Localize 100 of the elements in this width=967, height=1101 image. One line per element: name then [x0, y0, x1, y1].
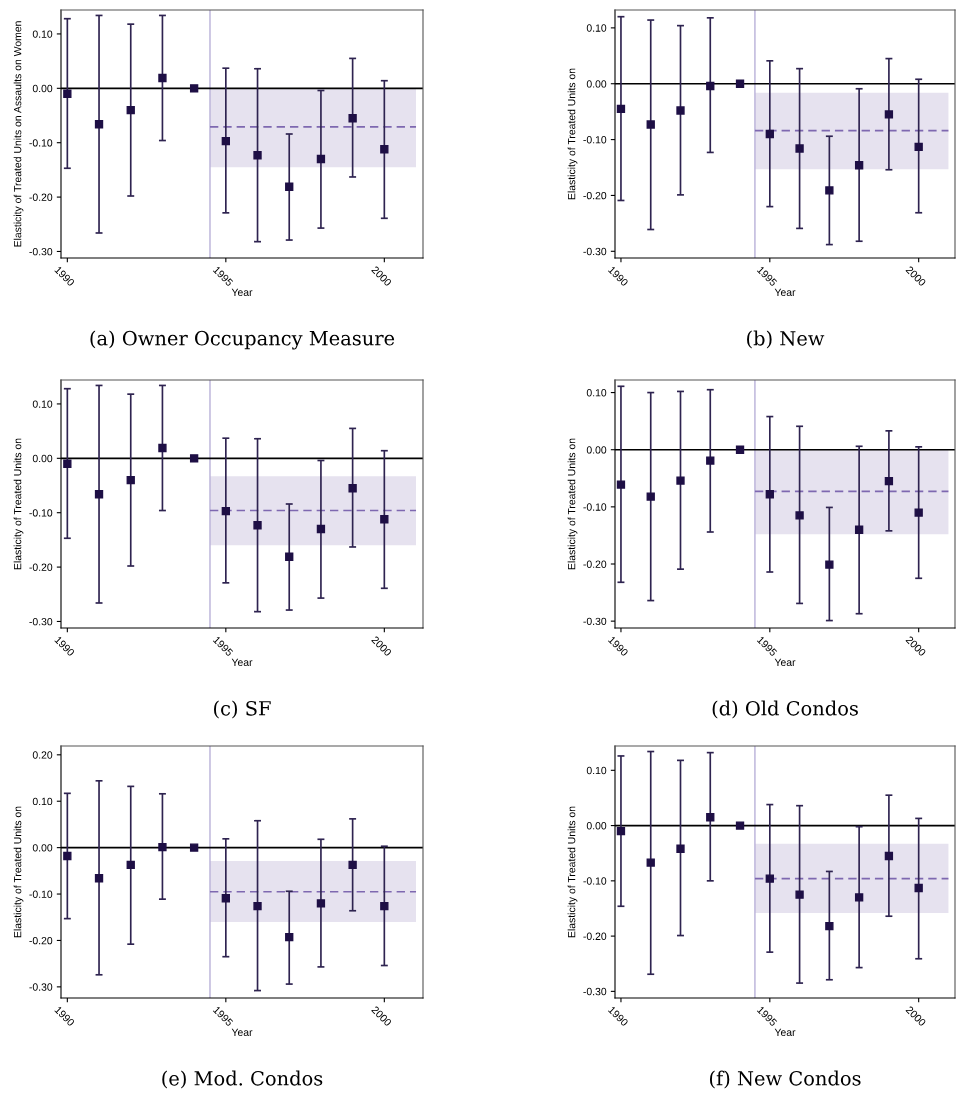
text: (e) Mod. Condos	[162, 1070, 323, 1089]
point	[158, 843, 167, 852]
point	[285, 182, 294, 191]
y-tick-label: 0.10	[32, 797, 53, 806]
point	[676, 106, 685, 115]
point	[884, 110, 894, 119]
point	[825, 560, 834, 569]
point	[189, 454, 199, 463]
point	[706, 456, 715, 465]
point	[765, 129, 774, 139]
y-tick-label: -0.30	[29, 247, 53, 256]
text: (f) New Condos	[709, 1070, 861, 1089]
y-axis-title: Elasticity of Treated Units on	[567, 438, 578, 570]
text: (a) Owner Occupancy Measure	[90, 330, 395, 350]
point	[189, 843, 199, 852]
point	[253, 151, 262, 160]
point	[825, 186, 834, 195]
point	[316, 524, 326, 534]
point	[63, 459, 72, 468]
text: (d) Old Condos	[712, 700, 858, 719]
point	[94, 490, 104, 499]
x-axis-title: Year	[774, 288, 796, 296]
y-tick-label: -0.10	[583, 877, 607, 885]
point	[646, 492, 655, 501]
x-axis-title: Year	[231, 1028, 253, 1036]
y-tick-label: 0.00	[32, 84, 53, 93]
x-axis-title: Year	[231, 288, 253, 296]
point	[854, 893, 864, 902]
point	[854, 525, 864, 534]
point	[380, 145, 389, 154]
point	[914, 508, 923, 517]
point	[348, 484, 357, 493]
y-tick-label: 0.10	[586, 389, 607, 397]
point	[646, 120, 655, 129]
y-tick-label: -0.20	[29, 936, 53, 945]
point	[316, 154, 326, 164]
y-tick-label: -0.20	[29, 193, 53, 201]
y-axis-title: Elasticity of Treated Units on	[13, 438, 24, 570]
point	[706, 813, 715, 822]
point	[676, 476, 685, 485]
y-tick-label: -0.20	[29, 563, 53, 571]
point	[795, 511, 804, 520]
y-tick-label: 0.20	[32, 751, 53, 759]
point	[735, 79, 745, 88]
point	[616, 480, 626, 489]
point	[158, 73, 167, 83]
point	[253, 901, 262, 911]
point	[380, 901, 389, 911]
point	[126, 860, 135, 869]
y-tick-label: 0.00	[586, 446, 607, 454]
text: (c) SF	[214, 700, 271, 719]
point	[126, 105, 135, 115]
y-tick-label: -0.10	[29, 509, 53, 517]
y-tick-label: 0.00	[32, 844, 53, 852]
point	[735, 821, 745, 830]
y-tick-label: -0.30	[583, 987, 607, 996]
point	[914, 883, 923, 893]
y-tick-label: 0.00	[586, 80, 607, 88]
y-tick-label: -0.20	[583, 191, 607, 200]
point	[348, 114, 357, 123]
y-tick-label: -0.10	[29, 890, 53, 898]
y-tick-label: -0.20	[583, 932, 607, 940]
point	[735, 445, 745, 454]
point	[884, 476, 894, 486]
point	[158, 443, 167, 453]
point	[285, 552, 294, 561]
point	[884, 851, 894, 861]
y-tick-label: -0.10	[29, 139, 53, 147]
point	[221, 136, 231, 146]
y-axis-title: Elasticity of Treated Units on	[13, 806, 24, 938]
x-axis-title: Year	[231, 658, 253, 666]
y-tick-label: 0.00	[586, 822, 607, 830]
point	[646, 858, 655, 867]
point	[94, 874, 104, 883]
y-tick-label: -0.20	[583, 560, 607, 568]
y-axis-title: Elasticity of Treated Units on	[567, 806, 578, 938]
point	[706, 81, 715, 91]
y-tick-label: 0.00	[32, 454, 53, 463]
y-tick-label: -0.10	[583, 503, 607, 511]
y-tick-label: 0.10	[32, 400, 53, 408]
y-tick-label: 0.10	[586, 766, 607, 775]
point	[189, 84, 199, 93]
y-axis-title: Elasticity of Treated Units on	[567, 68, 578, 200]
point	[63, 89, 72, 98]
point	[348, 860, 357, 869]
text: (b) New	[747, 330, 825, 349]
point	[854, 161, 864, 170]
point	[765, 874, 774, 883]
y-tick-label: -0.30	[583, 247, 607, 256]
point	[765, 490, 774, 499]
y-tick-label: -0.30	[583, 617, 607, 626]
point	[380, 515, 389, 524]
point	[616, 826, 626, 836]
point	[316, 899, 326, 908]
point	[94, 120, 104, 129]
y-axis-title: Elasticity of Treated Units on Assaults on Women	[13, 21, 24, 247]
point	[825, 921, 834, 931]
point	[63, 851, 72, 861]
y-tick-label: -0.30	[29, 617, 53, 626]
y-tick-label: 0.10	[32, 30, 53, 38]
